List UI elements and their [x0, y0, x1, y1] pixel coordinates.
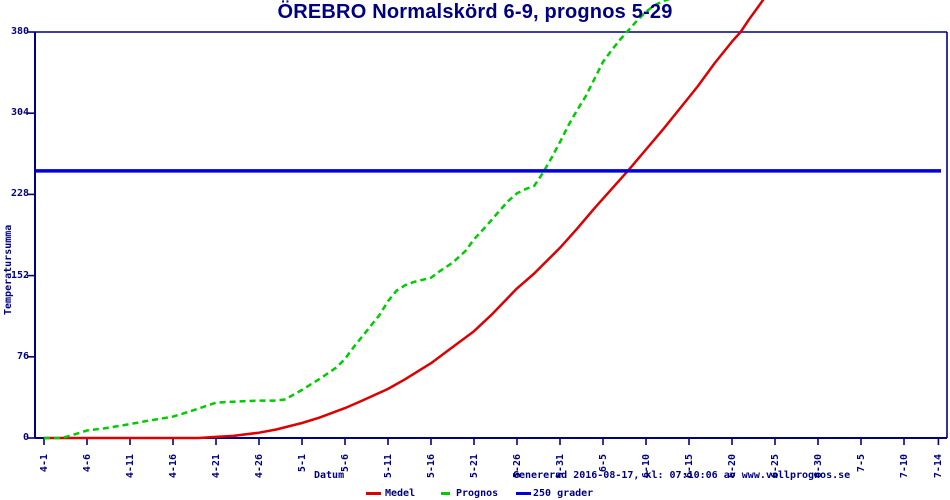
- prognos-line: [44, 0, 671, 440]
- x-tick-label: 6-10: [641, 447, 665, 478]
- x-tick-label-text: 6-25: [770, 454, 781, 479]
- x-tick-label-text: 4-21: [211, 454, 222, 479]
- y-tick-label: 380: [10, 26, 29, 37]
- chart-title: ÖREBRO Normalskörd 6-9, prognos 5-29: [277, 1, 673, 23]
- x-tick-label-text: 4-6: [82, 454, 93, 473]
- x-tick-label: 5-6: [340, 447, 358, 472]
- legend-marker-250-grader: [516, 492, 531, 495]
- x-tick-label: 4-21: [211, 447, 235, 478]
- y-axis-label-wrap: Temperatursumma: [3, 225, 93, 327]
- legend-label-250-grader: 250 grader: [533, 488, 594, 499]
- x-tick-label-text: 6-15: [684, 454, 695, 479]
- x-tick-label-text: 4-26: [254, 454, 265, 479]
- y-tick-label: 152: [10, 269, 29, 281]
- x-tick-label: 6-30: [813, 447, 837, 478]
- x-tick-label: 7-14: [933, 447, 950, 478]
- x-tick-label: 4-26: [254, 447, 278, 478]
- x-tick-label-text: 6-10: [641, 454, 652, 479]
- x-tick-label: 4-1: [39, 447, 57, 472]
- x-tick-label: 5-1: [297, 447, 315, 472]
- x-tick-label: 4-16: [168, 447, 192, 478]
- x-tick-label: 5-16: [426, 447, 450, 478]
- y-tick-label: 0: [22, 432, 29, 443]
- legend-label-medel: Medel: [385, 488, 416, 499]
- x-tick-label: 7-5: [856, 447, 874, 472]
- x-tick-label: 5-11: [383, 447, 407, 478]
- x-tick-label-text: 6-5: [598, 454, 609, 473]
- legend-marker-medel: [366, 492, 381, 495]
- x-tick-label: 6-25: [770, 447, 794, 478]
- generated-timestamp: Genererad 2016-08-17, kl: 07:10:06 av ww…: [513, 470, 851, 481]
- x-tick-label-text: 5-1: [297, 454, 308, 473]
- y-tick-label: 228: [10, 188, 29, 200]
- x-tick-label-text: 5-11: [383, 454, 394, 479]
- x-tick-label: 5-31: [555, 447, 579, 478]
- x-tick-label: 5-21: [469, 447, 493, 478]
- x-tick-label: 7-10: [899, 447, 923, 478]
- x-tick-label: 5-26: [512, 447, 536, 478]
- x-tick-label-text: 4-16: [168, 454, 179, 479]
- x-tick-label: 6-5: [598, 447, 616, 472]
- legend-label-prognos: Prognos: [456, 488, 499, 499]
- legend-marker-prognos: [441, 492, 450, 495]
- x-tick-label-text: 7-14: [933, 454, 945, 479]
- x-tick-label-text: 6-20: [727, 454, 738, 479]
- x-tick-label: 6-20: [727, 447, 751, 478]
- y-tick-label: 76: [16, 350, 29, 362]
- x-tick-label-text: 5-16: [426, 454, 437, 479]
- medel-line: [44, 0, 765, 440]
- y-tick-label: 304: [10, 107, 29, 119]
- x-tick-label-text: 5-21: [469, 454, 480, 479]
- x-tick-label: 4-6: [82, 447, 100, 472]
- x-tick-label: 4-11: [125, 447, 149, 478]
- x-tick-label-text: 5-31: [555, 454, 566, 479]
- x-axis-label: Datum: [314, 470, 345, 481]
- x-tick-label-text: 5-26: [512, 454, 523, 479]
- x-tick-label: 6-15: [684, 447, 708, 478]
- x-tick-label-text: 7-5: [856, 454, 867, 473]
- x-tick-label-text: 4-1: [39, 454, 50, 473]
- x-tick-label-text: 4-11: [125, 454, 136, 479]
- x-tick-label-text: 5-6: [340, 454, 351, 473]
- x-tick-label-text: 6-30: [813, 454, 824, 479]
- x-tick-label-text: 7-10: [899, 454, 910, 479]
